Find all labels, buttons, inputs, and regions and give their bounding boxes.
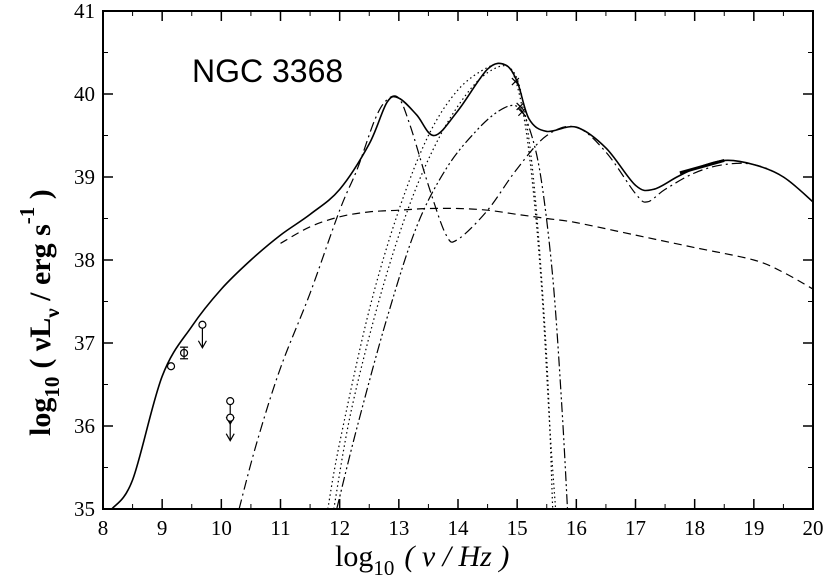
y-tick-label: 38 (74, 248, 95, 272)
x-tick-label: 13 (388, 516, 409, 540)
x-tick-label: 11 (270, 516, 290, 540)
x-tick-label: 19 (743, 516, 764, 540)
y-axis-title-part3: ) (24, 189, 57, 207)
series-line-4 (333, 65, 554, 509)
uv-cross-marker (516, 102, 525, 111)
y-tick-label: 37 (74, 331, 95, 355)
x-tick-label: 17 (625, 516, 646, 540)
y-axis-title-sub: 10 (40, 377, 64, 398)
x-axis-title-base: log (335, 540, 373, 573)
uv-cross-marker (511, 77, 520, 86)
y-axis-title-part1: ( νL (24, 318, 57, 369)
axis-ticks (102, 10, 814, 510)
observation-marker (226, 413, 235, 422)
observations-layer (166, 77, 526, 442)
x-tick-label: 14 (448, 516, 470, 540)
y-tick-label: 41 (74, 0, 95, 23)
observation-marker (166, 362, 176, 371)
x-tick-label: 10 (211, 516, 232, 540)
x-tick-label: 20 (803, 516, 824, 540)
axis-tick-labels: 8 9 10 11 12 13 14 15 16 17 18 19 20 35 36 37 38 39 40 41 (74, 0, 824, 540)
series-line-3 (327, 62, 557, 509)
y-tick-label: 39 (74, 165, 95, 189)
y-axis-title-base: log (24, 398, 57, 436)
y-axis-title-part2: / erg s (24, 224, 57, 308)
upper-limit-arrowhead (225, 433, 235, 442)
y-axis-title: log10 ( νLν / erg s-1 ) (15, 189, 64, 436)
series-line-2 (238, 95, 813, 509)
series-line-1 (280, 207, 813, 290)
x-axis-title-sub: 10 (373, 556, 394, 580)
y-tick-label: 36 (74, 414, 95, 438)
observation-marker (226, 397, 235, 406)
x-axis-title-rest: ( ν / Hz ) (404, 540, 509, 573)
x-tick-label: 15 (507, 516, 528, 540)
y-tick-label: 40 (74, 82, 95, 106)
x-tick-label: 9 (157, 516, 168, 540)
observation-marker (198, 320, 207, 329)
xray-segment (679, 158, 725, 175)
upper-limit-arrowhead (197, 340, 207, 349)
x-tick-label: 16 (566, 516, 587, 540)
series-layer (111, 62, 813, 509)
x-tick-label: 12 (329, 516, 350, 540)
series-line-5 (336, 104, 569, 509)
x-tick-label: 8 (98, 516, 109, 540)
series-line-0 (111, 62, 813, 509)
y-axis-title-sub2: ν (40, 308, 64, 319)
y-axis-title-sup: -1 (15, 207, 39, 225)
y-tick-label: 35 (74, 497, 95, 521)
galaxy-name-annotation: NGC 3368 (192, 53, 343, 89)
uv-cross-marker (517, 108, 526, 117)
x-tick-label: 18 (684, 516, 705, 540)
x-axis-title: log10 ( ν / Hz ) (335, 540, 509, 580)
